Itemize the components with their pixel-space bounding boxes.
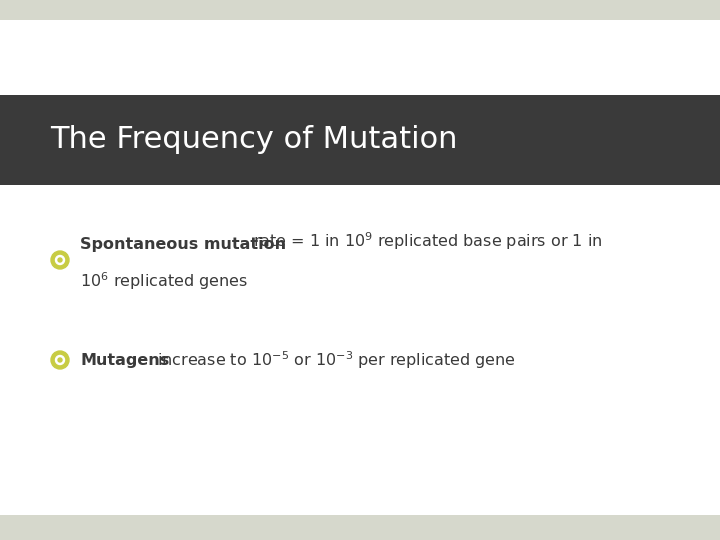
Text: Spontaneous mutation: Spontaneous mutation [80,237,286,252]
Circle shape [58,358,62,362]
Circle shape [55,255,65,265]
Text: Mutagens: Mutagens [80,353,169,368]
Text: 10$^{6}$ replicated genes: 10$^{6}$ replicated genes [80,270,248,292]
Circle shape [55,355,65,364]
FancyBboxPatch shape [0,515,720,540]
Circle shape [51,251,69,269]
Text: The Frequency of Mutation: The Frequency of Mutation [50,125,457,154]
FancyBboxPatch shape [0,0,720,20]
Text: rate = 1 in 10$^{9}$ replicated base pairs or 1 in: rate = 1 in 10$^{9}$ replicated base pai… [248,230,603,252]
Text: increase to 10$^{-5}$ or 10$^{-3}$ per replicated gene: increase to 10$^{-5}$ or 10$^{-3}$ per r… [152,349,516,371]
Circle shape [58,258,62,262]
Circle shape [51,351,69,369]
FancyBboxPatch shape [0,95,720,185]
